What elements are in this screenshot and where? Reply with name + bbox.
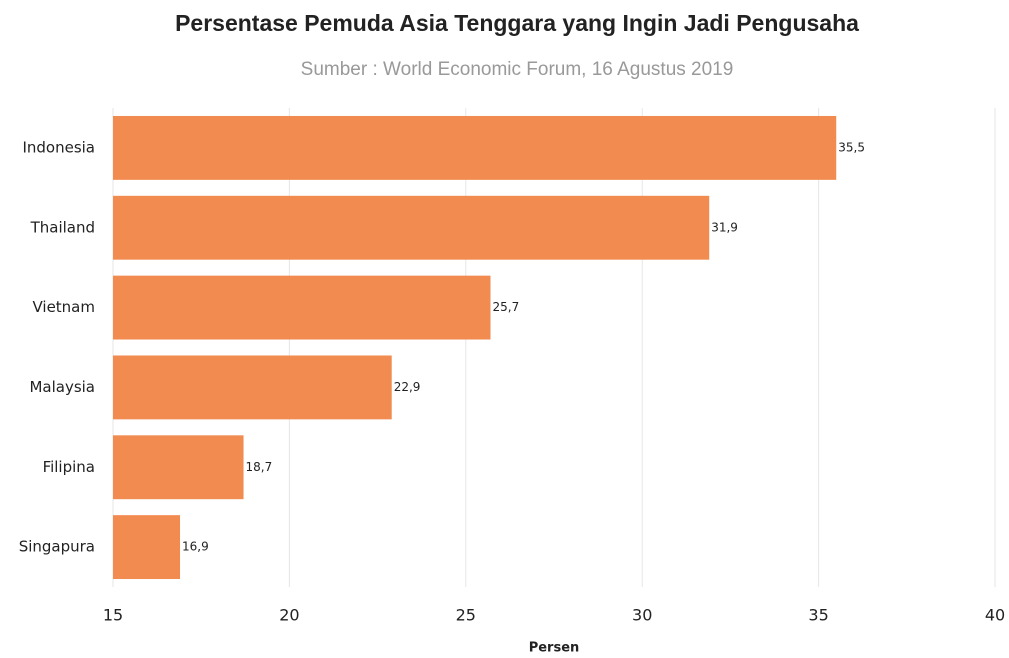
y-tick-label: Singapura [19,538,95,556]
bar [113,195,710,260]
data-label: 16,9 [182,540,209,554]
x-tick-label: 40 [985,606,1005,625]
data-label: 25,7 [492,300,519,314]
data-label: 22,9 [394,380,421,394]
chart-title: Persentase Pemuda Asia Tenggara yang Ing… [175,10,859,36]
bar [113,355,392,420]
data-label: 35,5 [838,140,865,154]
y-tick-label: Filipina [43,458,95,476]
chart-subtitle: Sumber : World Economic Forum, 16 Agustu… [301,59,734,80]
x-tick-label: 20 [279,606,299,625]
y-tick-label: Thailand [30,218,95,236]
x-tick-label: 35 [808,606,828,625]
x-axis-title: Persen [529,641,580,656]
data-label: 31,9 [711,220,738,234]
x-tick-label: 30 [632,606,652,625]
bar [113,115,837,180]
x-tick-label: 25 [456,606,476,625]
data-label: 18,7 [246,460,273,474]
bar [113,275,491,340]
y-tick-label: Malaysia [29,378,95,396]
x-tick-label: 15 [103,606,123,625]
bar [113,435,244,500]
bar [113,515,181,580]
y-tick-label: Indonesia [22,138,95,156]
y-tick-label: Vietnam [32,298,95,316]
